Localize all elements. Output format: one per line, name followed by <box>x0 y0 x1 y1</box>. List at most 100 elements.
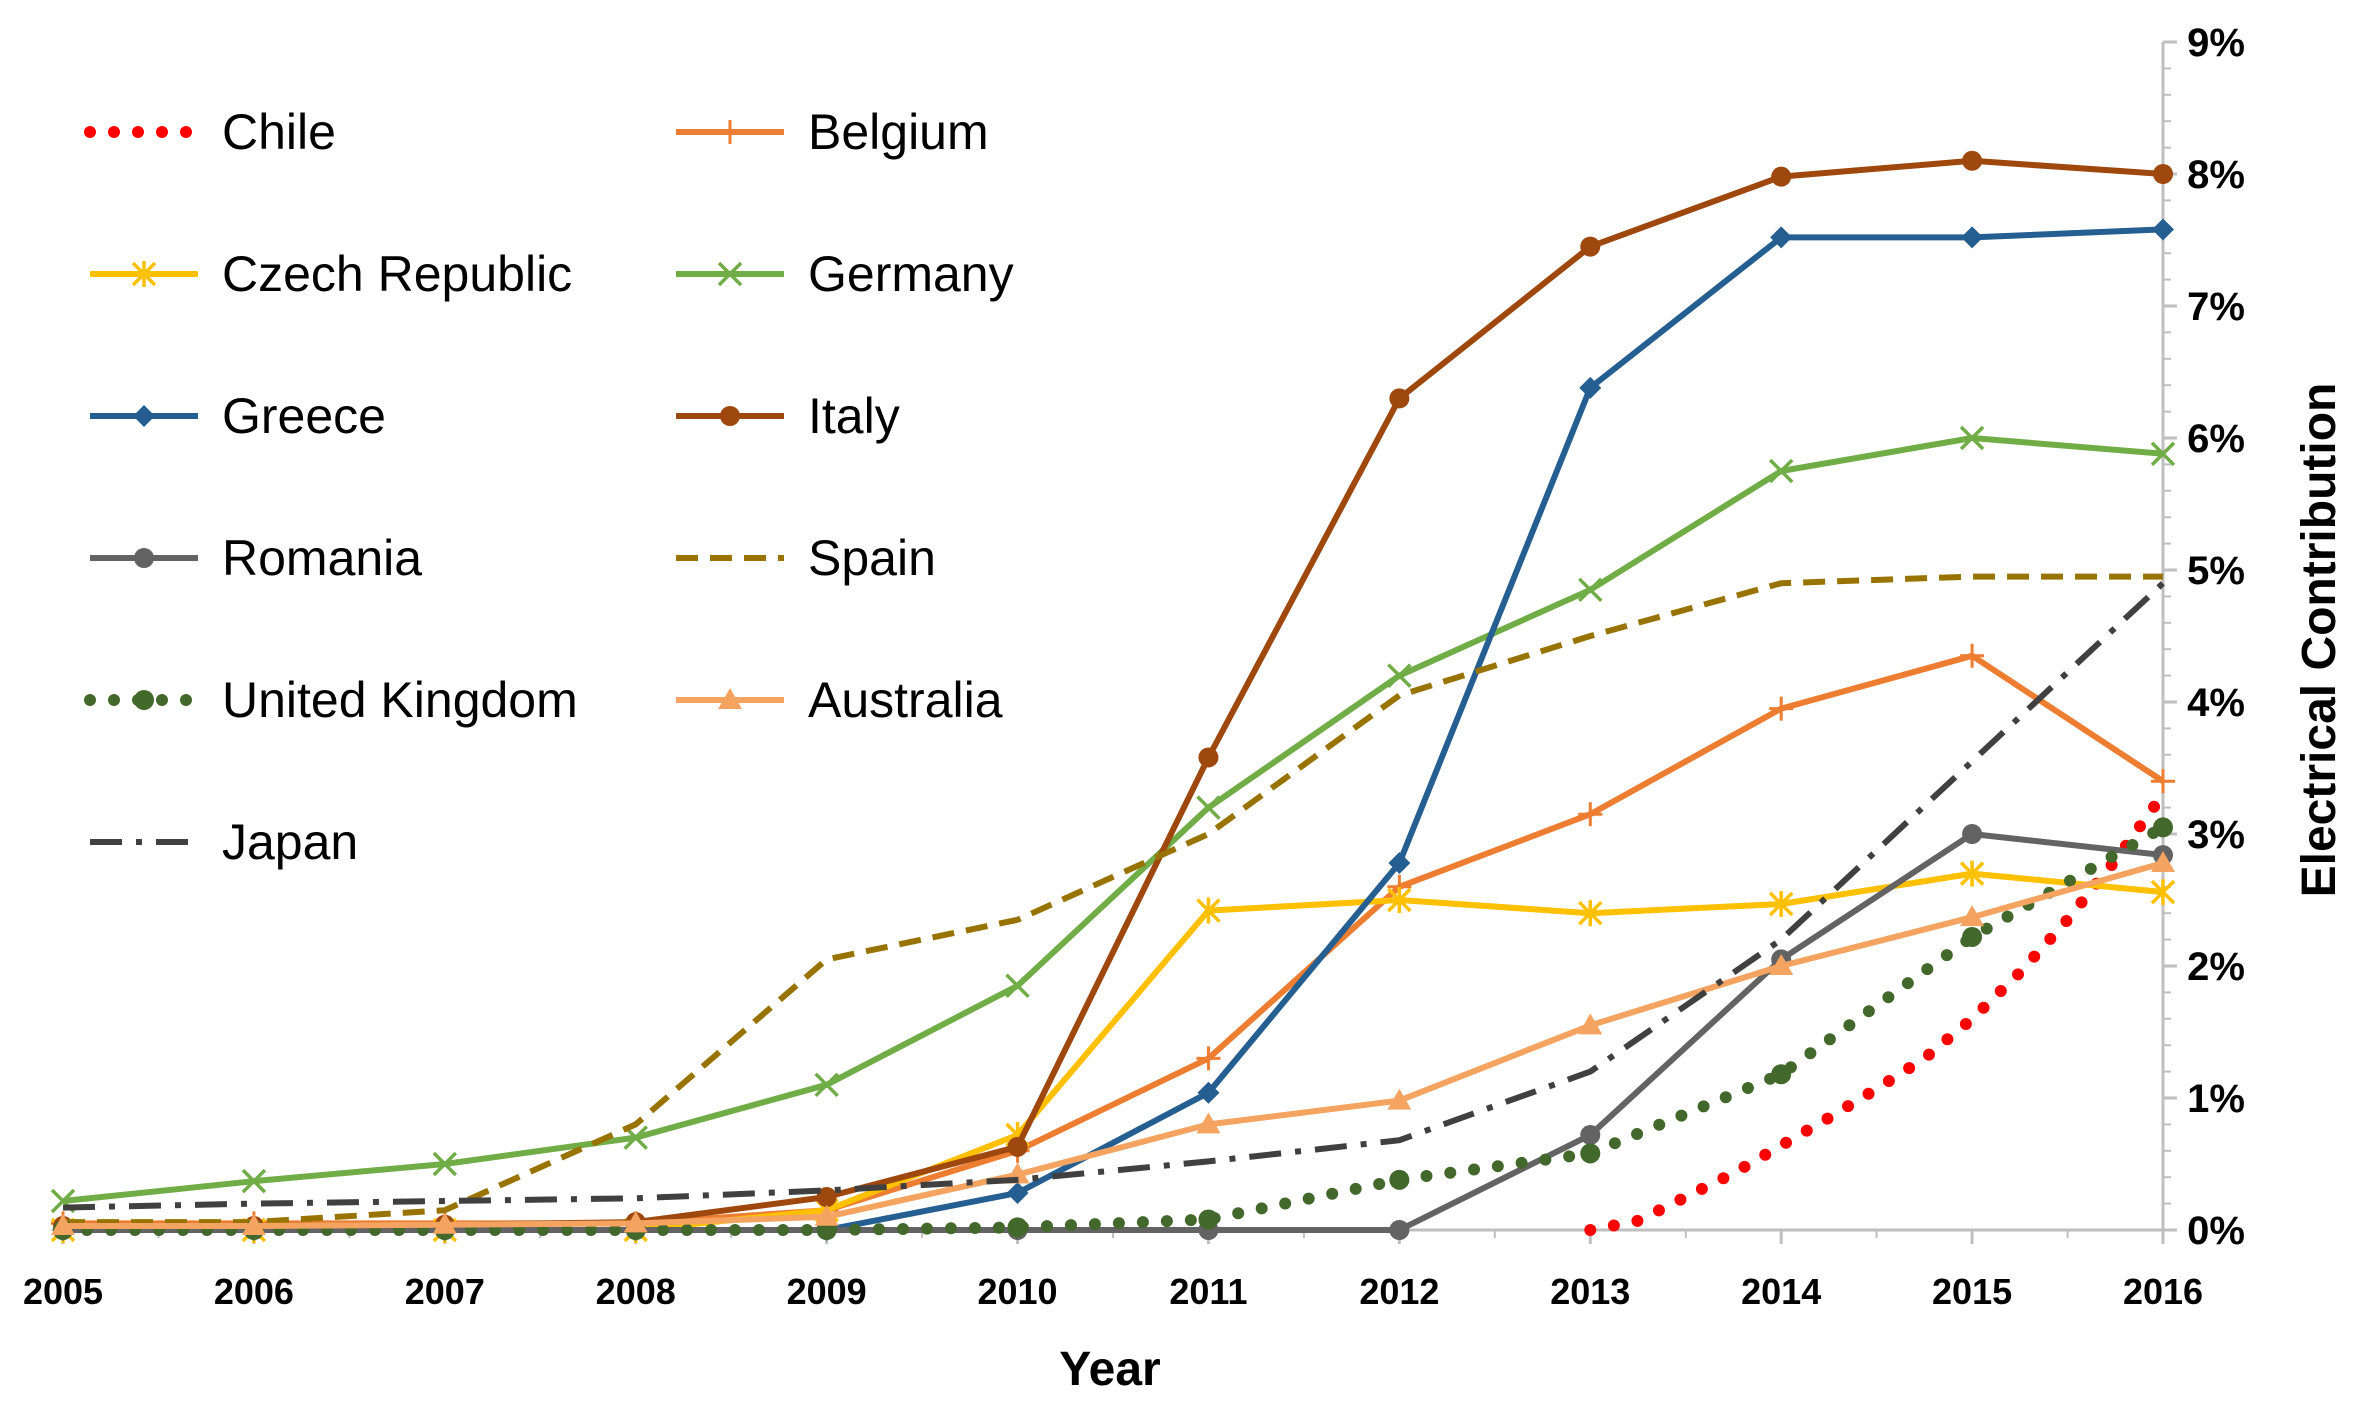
series-line-belgium <box>63 652 2165 1227</box>
series-united-kingdom <box>53 817 2173 1240</box>
data-point-australia <box>1196 1112 1221 1134</box>
series-chile <box>1584 788 2169 1236</box>
series-greece <box>52 218 2174 1241</box>
series-layer <box>50 150 2176 1243</box>
data-point-united-kingdom <box>1962 926 1983 947</box>
data-point-italy <box>1580 236 1601 257</box>
y-tick-label: 1% <box>2187 1077 2245 1121</box>
data-point-belgium <box>2151 769 2175 794</box>
data-point-czech-republic <box>2150 879 2176 906</box>
legend-marker-czech-republic <box>131 261 157 287</box>
data-point-united-kingdom <box>1771 1064 1792 1085</box>
data-point-greece <box>1961 226 1984 249</box>
y-tick-label: 5% <box>2187 549 2245 593</box>
legend-item-germany: Germany <box>676 246 1014 302</box>
data-point-germany <box>1578 577 1603 603</box>
y-tick-label: 8% <box>2187 153 2245 197</box>
data-point-australia <box>51 1214 75 1236</box>
data-point-germany <box>2150 441 2176 467</box>
legend-item-greece: Greece <box>90 388 386 444</box>
data-point-australia <box>241 1214 266 1236</box>
legend-label-spain: Spain <box>808 530 936 586</box>
y-axis-title: Electrical Contribution <box>2293 383 2346 898</box>
data-point-australia <box>1769 954 1794 975</box>
legend-marker-greece <box>133 405 155 427</box>
x-tick-label: 2016 <box>2123 1271 2203 1312</box>
legend-label-australia: Australia <box>808 672 1003 728</box>
y-tick-label: 7% <box>2187 285 2245 329</box>
x-tick-label: 2011 <box>1169 1271 1247 1312</box>
legend: Chile Belgium Czech Republic Germany Greece I… <box>84 104 1014 870</box>
x-tick-label: 2007 <box>405 1271 485 1312</box>
legend-label-chile: Chile <box>222 104 336 160</box>
data-point-greece <box>1579 376 1602 399</box>
data-point-australia <box>432 1212 457 1234</box>
legend-marker-australia <box>718 688 742 709</box>
data-point-czech-republic <box>1578 900 1603 927</box>
legend-label-united-kingdom: United Kingdom <box>222 672 578 728</box>
y-tick-label: 9% <box>2187 21 2245 65</box>
data-point-czech-republic <box>1196 897 1221 924</box>
legend-label-italy: Italy <box>808 388 900 444</box>
series-czech-republic <box>50 860 2176 1243</box>
x-tick-label: 2013 <box>1550 1271 1630 1312</box>
y-tick-label: 2% <box>2187 945 2245 989</box>
legend-label-germany: Germany <box>808 246 1014 302</box>
legend-marker-belgium <box>718 120 742 144</box>
data-point-germany <box>814 1072 839 1098</box>
y-tick-label: 0% <box>2187 1209 2245 1253</box>
data-point-australia <box>1960 905 1985 927</box>
data-point-greece <box>1197 1081 1220 1104</box>
legend-item-chile: Chile <box>84 104 336 160</box>
data-point-italy <box>1198 747 1219 768</box>
data-point-greece <box>1388 852 1411 875</box>
data-point-czech-republic <box>1768 890 1794 917</box>
legend-label-czech-republic: Czech Republic <box>222 246 572 302</box>
series-japan <box>62 581 2166 1211</box>
data-point-australia <box>1578 1013 1603 1035</box>
series-romania <box>53 824 2173 1240</box>
legend-item-belgium: Belgium <box>676 104 989 160</box>
data-point-germany <box>241 1168 267 1194</box>
legend-marker-italy <box>720 406 740 426</box>
legend-item-italy: Italy <box>676 388 900 444</box>
y-tick-label: 6% <box>2187 417 2245 461</box>
data-point-australia <box>623 1211 648 1233</box>
data-point-czech-republic <box>1387 887 1412 913</box>
x-axis-title: Year <box>1059 1343 1160 1396</box>
x-tick-label: 2010 <box>977 1271 1057 1312</box>
data-point-germany <box>1387 663 1412 688</box>
data-point-italy <box>1007 1136 1028 1157</box>
series-line-chile <box>1584 788 2169 1236</box>
legend-item-australia: Australia <box>676 672 1003 728</box>
series-line-czech-republic <box>63 870 2164 1233</box>
data-point-italy <box>2153 164 2173 184</box>
data-point-greece <box>2152 218 2174 241</box>
data-point-greece <box>1770 226 1793 249</box>
legend-item-japan: Japan <box>90 814 358 870</box>
data-point-romania <box>1962 824 1983 844</box>
series-spain <box>63 573 2163 1226</box>
series-australia <box>51 851 2175 1236</box>
data-point-germany <box>1768 458 1794 484</box>
x-tick-label: 2014 <box>1741 1271 1821 1312</box>
data-point-australia <box>2151 851 2175 873</box>
data-point-germany <box>1959 425 1985 451</box>
data-point-united-kingdom <box>1580 1143 1601 1164</box>
data-point-united-kingdom <box>1198 1209 1219 1230</box>
legend-label-japan: Japan <box>222 814 358 870</box>
series-line-spain <box>63 573 2163 1226</box>
x-tick-label: 2015 <box>1932 1271 2012 1312</box>
data-point-germany <box>1005 973 1030 999</box>
data-point-belgium <box>1769 696 1794 721</box>
legend-item-spain: Spain <box>676 530 936 586</box>
data-point-united-kingdom <box>2153 817 2173 838</box>
data-point-australia <box>1387 1088 1412 1110</box>
data-point-australia <box>814 1204 839 1226</box>
legend-item-czech-republic: Czech Republic <box>90 246 572 302</box>
x-tick-label: 2009 <box>787 1271 867 1312</box>
data-point-romania <box>1580 1124 1601 1145</box>
data-point-italy <box>816 1187 837 1207</box>
legend-item-romania: Romania <box>90 530 422 586</box>
